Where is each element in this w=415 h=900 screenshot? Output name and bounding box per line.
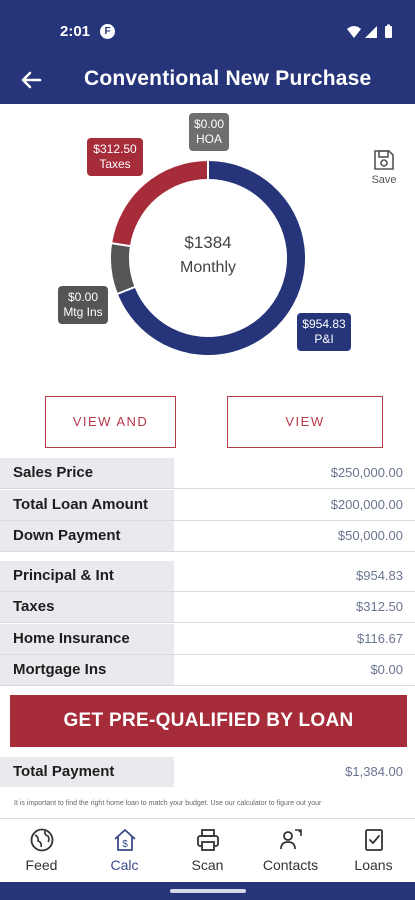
gesture-bar	[0, 882, 415, 900]
row-value[interactable]: $200,000.00	[174, 490, 415, 520]
chart-label-taxes-name: Taxes	[99, 157, 130, 171]
chart-label-pi	[297, 313, 351, 351]
calculator-home-icon: $	[113, 829, 136, 851]
table-row: Principal & Int $954.83	[0, 561, 415, 592]
clipboard-check-icon	[364, 829, 383, 851]
chart-label-pi-box	[297, 313, 351, 351]
table-row: Total Loan Amount $200,000.00	[0, 490, 415, 521]
system-status-icons	[347, 24, 392, 38]
row-value[interactable]: $0.00	[174, 655, 415, 685]
row-value[interactable]: $250,000.00	[174, 458, 415, 488]
nav-label: Loans	[354, 857, 393, 873]
nav-item-calc[interactable]: $ Calc	[83, 819, 166, 883]
nav-label: Calc	[110, 857, 139, 873]
row-value[interactable]: $116.67	[174, 624, 415, 654]
view-amortization-button[interactable]: VIEW AMORTIZATION	[227, 396, 383, 479]
chart-label-mtg-ins-name: Mtg Ins	[63, 305, 102, 319]
row-label: Taxes	[0, 592, 174, 622]
get-pre-qualified-button[interactable]: GET PRE-QUALIFIED BY LOAN	[10, 695, 407, 747]
chart-center-label: Monthly	[180, 259, 236, 276]
printer-icon	[196, 829, 219, 851]
chart-slice-taxes	[112, 161, 209, 247]
gesture-handle[interactable]	[170, 889, 246, 893]
row-value[interactable]: $50,000.00	[174, 521, 415, 551]
chart-label-taxes	[87, 138, 143, 176]
nav-label: Scan	[191, 857, 224, 873]
globe-icon	[30, 828, 53, 852]
nav-label: Feed	[25, 857, 58, 873]
row-label: Total Payment	[0, 757, 174, 787]
page-title: Conventional New Purchase	[84, 67, 372, 90]
chart-center-value: $1384	[184, 233, 231, 252]
status-time: 2:01	[60, 23, 91, 40]
chart-slice-pi	[117, 161, 305, 355]
chart-label-taxes-box	[87, 138, 143, 176]
table-row: Mortgage Ins $0.00	[0, 655, 415, 686]
bottom-navigation: Feed $ Calc Scan Contacts Loans	[0, 818, 415, 882]
save-label: Save	[371, 174, 397, 186]
nav-item-contacts[interactable]: Contacts	[249, 819, 332, 883]
floppy-disk-icon	[374, 150, 394, 170]
back-arrow-icon[interactable]	[18, 67, 44, 93]
chart-slice-separator	[110, 242, 132, 248]
row-label: Down Payment	[0, 521, 174, 551]
battery-icon	[385, 26, 392, 38]
row-label: Mortgage Ins	[0, 655, 174, 685]
svg-text:$: $	[122, 839, 128, 850]
chart-slice-home-insurance	[111, 243, 135, 294]
chart-slice-separator	[116, 285, 136, 296]
table-row: Taxes $312.50	[0, 592, 415, 623]
view-and-share-button[interactable]: VIEW AND SHARE	[45, 396, 176, 479]
table-row: Home Insurance $116.67	[0, 624, 415, 655]
disclaimer-text: It is important to find the right home l…	[14, 800, 322, 807]
chart-label-hoa-name: HOA	[196, 132, 222, 146]
row-label: Total Loan Amount	[0, 490, 174, 520]
nav-item-loans[interactable]: Loans	[332, 819, 415, 883]
table-row: Down Payment $50,000.00	[0, 521, 415, 552]
row-label: Principal & Int	[0, 561, 174, 591]
row-label: Sales Price	[0, 458, 174, 488]
table-row: Sales Price $250,000.00	[0, 458, 415, 489]
row-label: Home Insurance	[0, 624, 174, 654]
chart-label-hoa	[189, 113, 229, 151]
contacts-icon	[279, 829, 302, 850]
chart-label-mtg-ins-box	[58, 286, 108, 324]
nav-label: Contacts	[262, 857, 319, 873]
signal-icon	[365, 26, 377, 38]
chart-label-pi-value: $954.83	[302, 317, 346, 331]
chart-label-pi-name: P&I	[314, 332, 333, 346]
chart-label-hoa-value: $0.00	[194, 117, 224, 131]
wifi-icon	[347, 26, 361, 38]
nav-item-scan[interactable]: Scan	[166, 819, 249, 883]
chart-label-mtg-ins-value: $0.00	[68, 290, 98, 304]
nav-item-feed[interactable]: Feed	[0, 819, 83, 883]
chart-label-taxes-value: $312.50	[93, 142, 137, 156]
app-notification-icon: F	[100, 24, 115, 39]
total-payment-row: Total Payment $1,384.00	[0, 757, 415, 787]
status-bar: 2:01 F	[0, 0, 415, 56]
app-bar: Conventional New Purchase	[0, 56, 415, 104]
chart-label-mtg-ins	[58, 286, 108, 324]
row-value: $1,384.00	[174, 757, 415, 787]
row-value[interactable]: $312.50	[174, 592, 415, 622]
chart-label-hoa-box	[189, 113, 229, 151]
payment-breakdown-chart: $1384Monthly$954.83P&I$312.50Taxes$0.00H…	[58, 113, 351, 355]
save-button[interactable]: Save	[364, 148, 404, 194]
row-value: $954.83	[174, 561, 415, 591]
